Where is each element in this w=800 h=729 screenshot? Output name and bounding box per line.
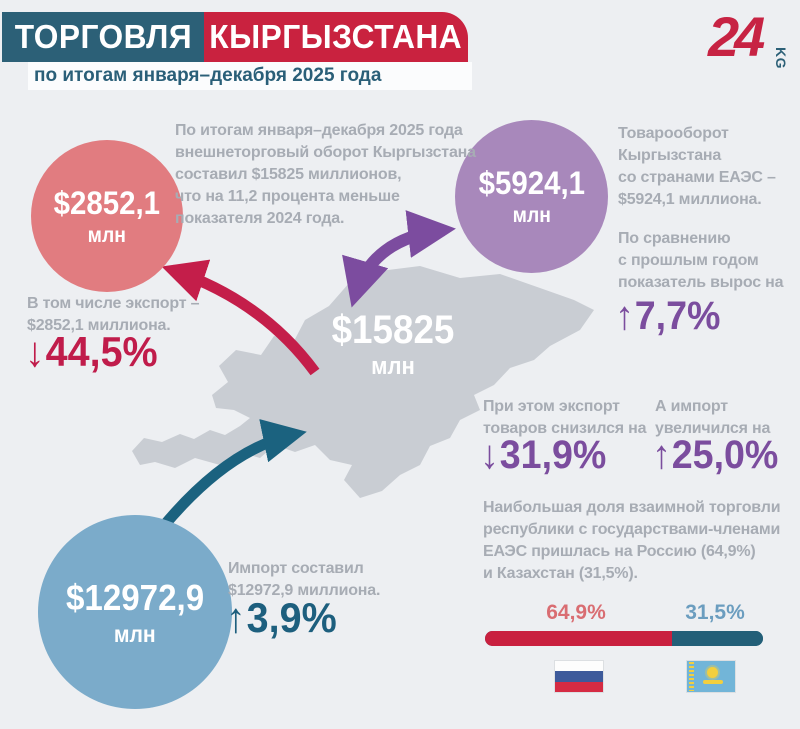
header-left-box: ТОРГОВЛЯ	[2, 12, 204, 62]
subtitle: по итогам января–декабря 2025 года	[34, 65, 382, 86]
total-trade-label: $15825 млн	[318, 308, 468, 381]
export-circle-unit: млн	[87, 223, 127, 247]
header-subtitle-strip: по итогам января–декабря 2025 года	[28, 62, 472, 90]
export-circle: $2852,1 млн	[31, 140, 183, 292]
eaes-growth: ↑7,7%	[615, 294, 720, 339]
eaes-export-change: ↓31,9%	[480, 433, 606, 478]
share-bar	[485, 631, 763, 646]
eaes-growth-value: 7,7%	[634, 294, 721, 338]
logo-24-icon: 24	[708, 5, 765, 68]
eaes-circle-value: $5924,1	[478, 165, 585, 201]
import-circle-value: $12972,9	[65, 576, 205, 618]
eaes-import-value: 25,0%	[671, 433, 779, 477]
russia-flag-white-stripe	[555, 661, 603, 672]
eaes-note: Товарооборот Кыргызстана со странами ЕАЭ…	[618, 125, 776, 208]
eaes-circle: $5924,1 млн	[455, 120, 608, 273]
eaes-import-note: А импорт увеличился на	[655, 398, 771, 437]
russia-share-label: 64,9%	[546, 601, 606, 624]
kazakhstan-flag-eagle	[703, 680, 723, 684]
kazakhstan-flag-icon	[687, 661, 735, 692]
kazakhstan-flag-ornament	[689, 662, 694, 691]
russia-flag-red-stripe	[555, 681, 603, 692]
intro-text: По итогам января–декабря 2025 года внешн…	[175, 122, 476, 227]
total-trade-unit: млн	[371, 353, 415, 380]
arrow-up-icon: ↑	[652, 433, 671, 477]
arrow-down-icon: ↓	[480, 433, 499, 477]
import-change-value: 3,9%	[246, 594, 337, 641]
import-circle: $12972,9 млн	[38, 515, 232, 709]
import-circle-unit: млн	[114, 620, 156, 647]
eaes-circle-unit: млн	[512, 204, 551, 227]
russia-flag-icon	[555, 661, 603, 692]
share-note: Наибольшая доля взаимной торговли респуб…	[483, 499, 781, 582]
share-bar-russia	[485, 631, 673, 646]
title-kyrgyzstan: КЫРГЫЗСТАНА	[209, 18, 463, 55]
eaes-import-change: ↑25,0%	[652, 433, 778, 478]
russia-flag-blue-stripe	[555, 671, 603, 682]
total-trade-value: $15825	[331, 308, 455, 352]
kazakhstan-flag-sun	[707, 667, 718, 678]
arrow-down-icon: ↓	[25, 328, 45, 375]
arrow-up-icon: ↑	[615, 294, 634, 338]
export-note: В том числе экспорт – $2852,1 миллиона.	[27, 295, 200, 334]
title-trade: ТОРГОВЛЯ	[14, 18, 192, 55]
logo-kg-label: KG	[773, 47, 789, 69]
eaes-export-value: 31,9%	[499, 433, 607, 477]
export-change: ↓44,5%	[25, 328, 158, 376]
arrow-up-icon: ↑	[226, 594, 246, 641]
24kg-logo: 24 KG	[702, 5, 789, 72]
eaes-export-note: При этом экспорт товаров снизился на	[483, 398, 647, 437]
export-change-value: 44,5%	[45, 328, 158, 375]
eaes-growth-note: По сравнению с прошлым годом показатель …	[618, 230, 784, 291]
import-note: Импорт составил $12972,9 миллиона.	[228, 560, 381, 599]
header-right-box: КЫРГЫЗСТАНА	[204, 12, 468, 62]
share-bar-kazakhstan	[672, 631, 763, 646]
import-change: ↑3,9%	[226, 594, 337, 642]
kazakhstan-share-label: 31,5%	[685, 601, 745, 624]
export-circle-value: $2852,1	[53, 184, 161, 221]
